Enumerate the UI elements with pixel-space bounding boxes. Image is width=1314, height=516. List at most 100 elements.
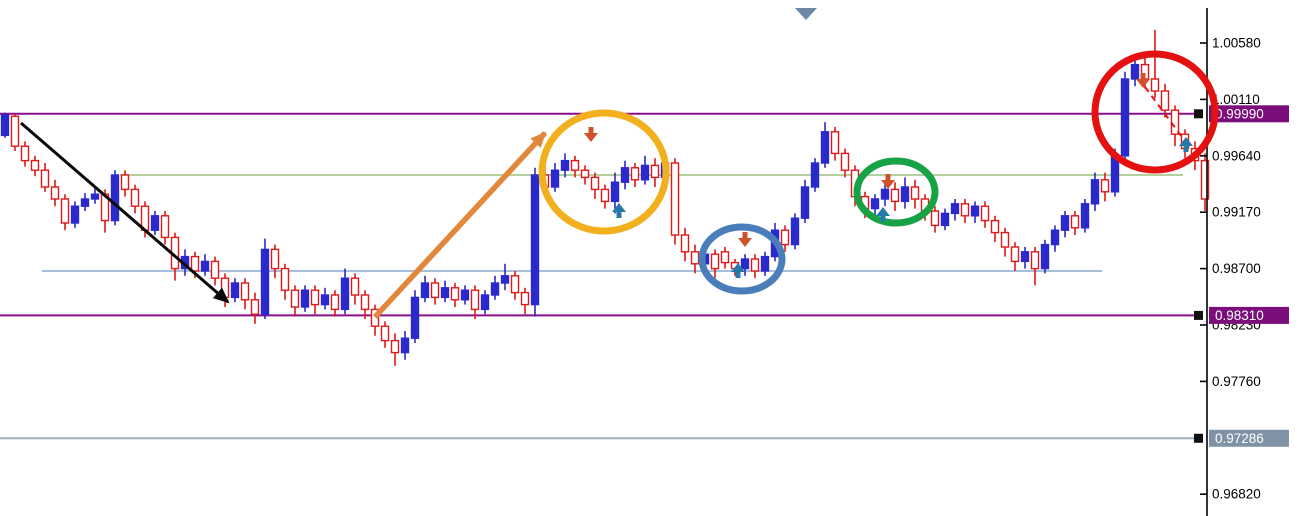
downtrend-arrow[interactable] — [20, 121, 230, 304]
bear-candle-body — [220, 277, 230, 299]
bull-candle-body — [230, 282, 240, 299]
bull-candle-body — [150, 215, 160, 231]
bull-candle-body — [760, 255, 770, 272]
buy-signal-arrow-icon[interactable] — [1179, 137, 1193, 152]
bear-candle-body — [1200, 159, 1210, 200]
bear-candle-body — [890, 188, 900, 203]
level-handle[interactable] — [1194, 310, 1203, 320]
bear-candle-body — [720, 251, 730, 264]
chart-shift-triangle[interactable] — [795, 8, 817, 20]
bear-candle-body — [40, 169, 50, 188]
bull-candle-body — [560, 159, 570, 171]
bull-candle-body — [0, 114, 10, 137]
bull-candle-body — [410, 296, 420, 339]
sell-signal-arrow-icon[interactable] — [584, 127, 598, 142]
bear-candle-body — [590, 176, 600, 191]
price-axis: 1.005801.001100.996400.991700.987000.982… — [1194, 8, 1289, 516]
axis-tick-label: 0.99170 — [1212, 205, 1261, 220]
bull-candle-body — [900, 186, 910, 203]
bull-candle-body — [810, 162, 820, 188]
bull-candle-body — [490, 282, 500, 296]
bear-candle-body — [380, 325, 390, 342]
bull-candle-body — [1120, 78, 1130, 157]
bear-candle-body — [990, 219, 1000, 234]
bear-candle-body — [240, 282, 250, 301]
bear-candle-body — [780, 229, 790, 246]
bear-candle-body — [1150, 78, 1160, 92]
axis-tick-label: 0.99640 — [1212, 148, 1261, 163]
bull-candle-body — [870, 198, 880, 210]
bear-candle-body — [630, 167, 640, 181]
bull-candle-body — [940, 212, 950, 227]
level-price-badge — [1209, 306, 1289, 324]
bear-candle-body — [670, 162, 680, 236]
bear-candle-body — [280, 267, 290, 291]
level-handle[interactable] — [1194, 433, 1203, 443]
bear-candle-body — [450, 287, 460, 301]
axis-tick-label: 0.97760 — [1212, 374, 1261, 389]
bear-candle-body — [750, 258, 760, 272]
uptrend-arrow[interactable] — [372, 131, 548, 319]
buy-signal-arrow-icon[interactable] — [731, 263, 745, 278]
green-circle[interactable] — [853, 157, 939, 227]
level-price-label: 0.97286 — [1215, 431, 1264, 446]
bear-candle-body — [910, 186, 920, 200]
bull-candle-body — [1050, 229, 1060, 246]
bull-candle-body — [550, 169, 560, 188]
sell-signal-arrow-icon[interactable] — [1136, 73, 1150, 88]
bull-candle-body — [820, 131, 830, 164]
bear-candle-body — [510, 275, 520, 294]
red-dashed-pullback[interactable] — [1144, 86, 1186, 142]
bear-candle-body — [840, 152, 850, 171]
sell-signal-arrow-icon[interactable] — [881, 174, 895, 189]
bull-candle-body — [400, 337, 410, 354]
bear-candle-body — [690, 251, 700, 265]
bull-candle-body — [640, 164, 650, 181]
bull-candle-body — [90, 193, 100, 200]
red-circle[interactable] — [1091, 50, 1219, 174]
level-price-label: 0.98310 — [1215, 308, 1264, 323]
level-handle[interactable] — [1194, 109, 1203, 119]
bull-candle-body — [340, 277, 350, 311]
bear-candle-body — [680, 234, 690, 253]
bull-candle-body — [320, 294, 330, 306]
bear-candle-body — [830, 131, 840, 155]
bear-candle-body — [270, 248, 280, 270]
bear-candle-body — [130, 188, 140, 207]
bear-candle-body — [210, 260, 220, 279]
buy-signal-arrow-icon[interactable] — [612, 203, 626, 218]
candles — [0, 29, 1210, 366]
bull-candle-body — [950, 203, 960, 215]
sell-signal-arrow-icon[interactable] — [738, 232, 752, 247]
bull-candle-body — [80, 198, 90, 207]
blue-circle[interactable] — [698, 223, 786, 295]
bear-candle-body — [930, 210, 940, 227]
bull-candle-body — [70, 205, 80, 224]
buy-signal-arrow-icon[interactable] — [876, 207, 890, 222]
level-price-badge — [1209, 429, 1289, 447]
bull-candle-body — [610, 181, 620, 203]
axis-tick-label: 1.00580 — [1212, 36, 1261, 51]
bear-candle-body — [350, 277, 360, 296]
bear-candle-body — [60, 198, 70, 224]
bear-candle-body — [160, 215, 170, 239]
bull-candle-body — [1090, 179, 1100, 205]
bull-candle-body — [740, 258, 750, 270]
bear-candle-body — [360, 294, 370, 311]
bull-candle-body — [480, 294, 490, 311]
bear-candle-body — [390, 339, 400, 354]
bull-candle-body — [440, 287, 450, 299]
bear-candle-body — [250, 299, 260, 315]
bear-candle-body — [570, 159, 580, 171]
level-price-label: 0.99990 — [1215, 106, 1264, 121]
yellow-circle[interactable] — [538, 109, 670, 235]
bear-candle-body — [580, 169, 590, 179]
bull-candle-body — [800, 186, 810, 219]
bear-candle-body — [30, 159, 40, 171]
bull-candle-body — [260, 248, 270, 315]
bull-candle-body — [300, 289, 310, 308]
bear-candle-body — [520, 291, 530, 306]
bear-candle-body — [1070, 215, 1080, 229]
